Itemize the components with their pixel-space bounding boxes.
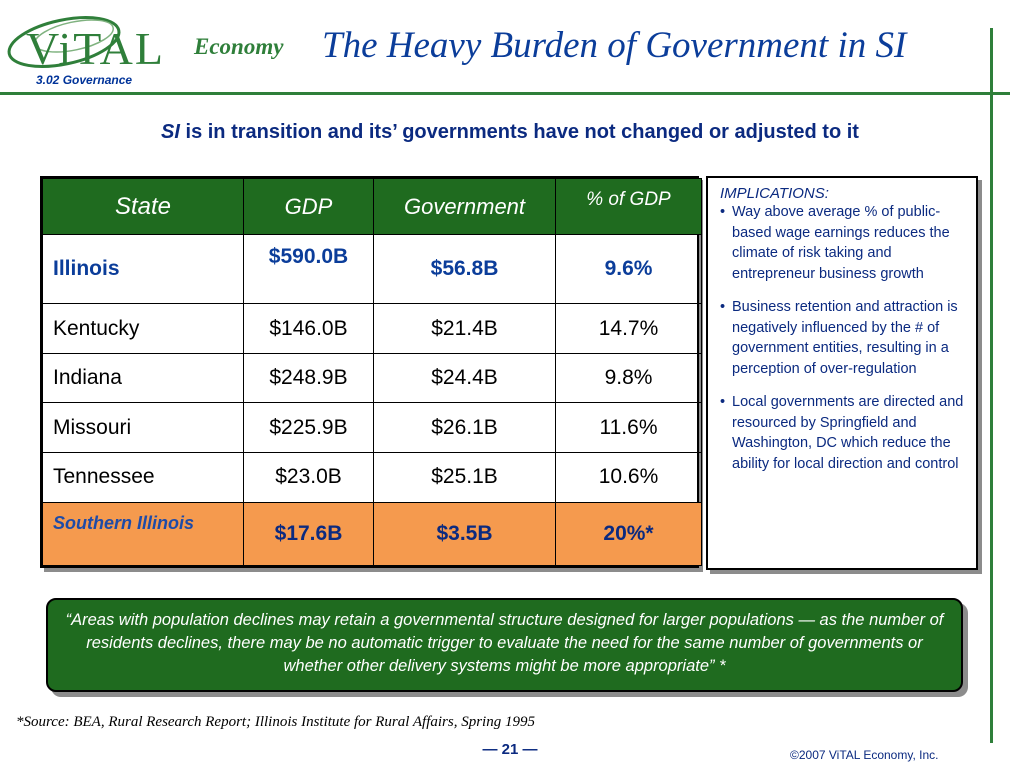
subtitle-lead: SI: [161, 121, 180, 143]
table-row: Missouri $225.9B $26.1B 11.6%: [42, 402, 702, 453]
implication-text: Business retention and attraction is neg…: [732, 299, 958, 377]
table-row: Tennessee $23.0B $25.1B 10.6%: [42, 452, 702, 503]
header-gdp: GDP: [243, 178, 374, 235]
vital-economy-logo: ViTAL Economy: [4, 8, 289, 74]
table-row: Indiana $248.9B $24.4B 9.8%: [42, 352, 702, 404]
logo-swoosh-icon: [7, 16, 121, 68]
list-item: • Business retention and attraction is n…: [720, 297, 968, 379]
source-note: *Source: BEA, Rural Research Report; Ill…: [16, 714, 535, 730]
section-label: 3.02 Governance: [36, 73, 133, 87]
table-row: Illinois $590.0B $56.8B 9.6%: [42, 233, 702, 305]
government-burden-table: State GDP Government % of GDP Illinois $…: [40, 176, 702, 568]
copyright: ©2007 ViTAL Economy, Inc.: [790, 748, 939, 762]
cell-government: $26.1B: [373, 402, 556, 453]
implications-box: IMPLICATIONS: • Way above average % of p…: [706, 176, 978, 570]
header-government: Government: [373, 178, 556, 235]
cell-gdp: $590.0B: [243, 233, 374, 305]
cell-pct: 14.7%: [555, 303, 702, 354]
cell-state: Southern Illinois: [42, 501, 244, 567]
cell-government: $56.8B: [373, 233, 556, 305]
logo-wordmark: ViTAL: [26, 23, 165, 74]
cell-gdp: $225.9B: [243, 402, 374, 453]
implications-title: IMPLICATIONS:: [720, 185, 829, 202]
bullet-icon: •: [720, 394, 726, 410]
cell-pct: 20%*: [555, 501, 702, 567]
cell-state: Illinois: [42, 233, 244, 305]
cell-government: $21.4B: [373, 303, 556, 354]
cell-pct: 11.6%: [555, 402, 702, 453]
quote-box: “Areas with population declines may reta…: [46, 598, 963, 692]
header-state: State: [42, 178, 244, 235]
slide-subtitle: SI is in transition and its’ governments…: [40, 121, 980, 144]
cell-state: Indiana: [42, 352, 244, 404]
horizontal-divider: [0, 92, 1010, 95]
vertical-divider: [990, 28, 993, 743]
list-item: • Way above average % of public-based wa…: [720, 202, 968, 284]
cell-state: Missouri: [42, 402, 244, 453]
implication-text: Local governments are directed and resou…: [732, 394, 964, 472]
bullet-icon: •: [720, 299, 726, 315]
implication-text: Way above average % of public-based wage…: [732, 204, 950, 282]
header-pct-gdp: % of GDP: [555, 178, 702, 235]
cell-gdp: $146.0B: [243, 303, 374, 354]
slide-title: The Heavy Burden of Government in SI: [322, 25, 907, 66]
table-row-highlight: Southern Illinois $17.6B $3.5B 20%*: [42, 501, 702, 567]
cell-gdp: $23.0B: [243, 452, 374, 503]
table-header-row: State GDP Government % of GDP: [42, 178, 702, 235]
cell-state: Kentucky: [42, 303, 244, 354]
cell-government: $24.4B: [373, 352, 556, 404]
cell-gdp: $17.6B: [243, 501, 374, 567]
implications-list: • Way above average % of public-based wa…: [720, 202, 968, 474]
cell-government: $25.1B: [373, 452, 556, 503]
table-row: Kentucky $146.0B $21.4B 14.7%: [42, 303, 702, 354]
logo-subtitle: Economy: [194, 34, 284, 59]
cell-gdp: $248.9B: [243, 352, 374, 404]
cell-state: Tennessee: [42, 452, 244, 503]
subtitle-rest: is in transition and its’ governments ha…: [179, 121, 859, 143]
cell-pct: 10.6%: [555, 452, 702, 503]
list-item: • Local governments are directed and res…: [720, 392, 968, 474]
cell-pct: 9.8%: [555, 352, 702, 404]
page-number: — 21 —: [482, 741, 538, 758]
bullet-icon: •: [720, 204, 726, 220]
cell-government: $3.5B: [373, 501, 556, 567]
cell-pct: 9.6%: [555, 233, 702, 305]
